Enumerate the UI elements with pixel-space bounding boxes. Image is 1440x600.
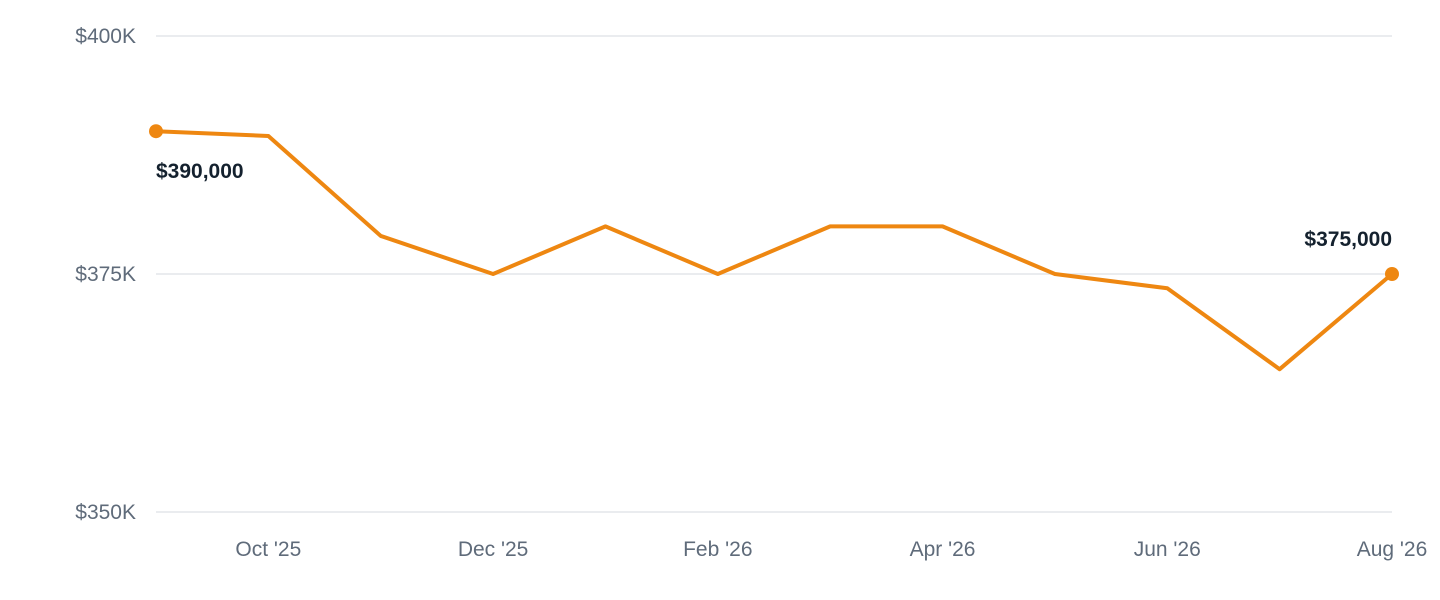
data-point-marker (1385, 267, 1399, 281)
x-tick-label: Oct '25 (235, 538, 301, 561)
y-axis: $400K $375K $350K (75, 25, 136, 524)
x-tick-label: Apr '26 (910, 538, 976, 561)
annotation-layer: $390,000 $375,000 (156, 160, 1392, 251)
data-label: $375,000 (1304, 228, 1392, 251)
x-tick-label: Jun '26 (1134, 538, 1201, 561)
grid-layer (156, 35, 1392, 513)
y-tick-label: $400K (75, 25, 136, 48)
x-tick-label: Dec '25 (458, 538, 529, 561)
y-tick-label: $375K (75, 263, 136, 286)
x-axis: Oct '25 Dec '25 Feb '26 Apr '26 Jun '26 Aug '… (235, 538, 1427, 561)
x-tick-label: Feb '26 (683, 538, 752, 561)
series-layer (149, 124, 1399, 372)
data-label: $390,000 (156, 160, 244, 183)
x-tick-label: Aug '26 (1357, 538, 1428, 561)
price-series-line (154, 129, 1394, 372)
y-tick-label: $350K (75, 501, 136, 524)
data-point-marker (149, 124, 163, 139)
